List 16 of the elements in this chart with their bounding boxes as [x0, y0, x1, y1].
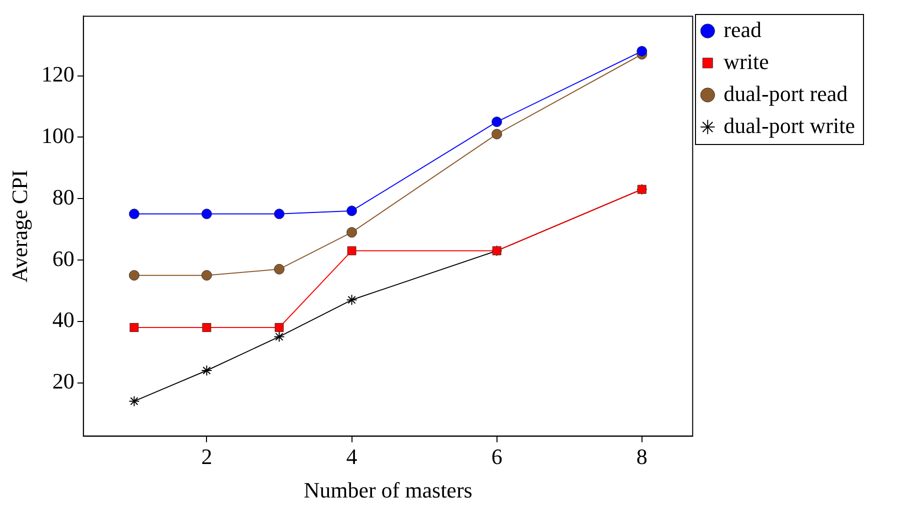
x-axis-title: Number of masters: [304, 478, 472, 503]
y-axis-title: Average CPI: [6, 170, 32, 283]
legend-label: read: [724, 16, 762, 42]
x-tick-label: 6: [491, 444, 502, 470]
x-tick-label: 2: [201, 444, 212, 470]
y-tick-label: 120: [41, 62, 74, 87]
legend-label: dual-port read: [724, 80, 848, 106]
legend-label: write: [724, 48, 769, 74]
legend-label: dual-port write: [724, 112, 856, 138]
x-tick-label: 8: [636, 444, 648, 470]
y-tick-label: 80: [52, 184, 74, 210]
y-tick-label: 60: [52, 246, 74, 271]
y-tick-label: 40: [52, 307, 74, 332]
y-tick-label: 20: [52, 368, 74, 394]
x-tick-label: 4: [346, 444, 358, 470]
y-tick-label: 100: [41, 122, 74, 148]
